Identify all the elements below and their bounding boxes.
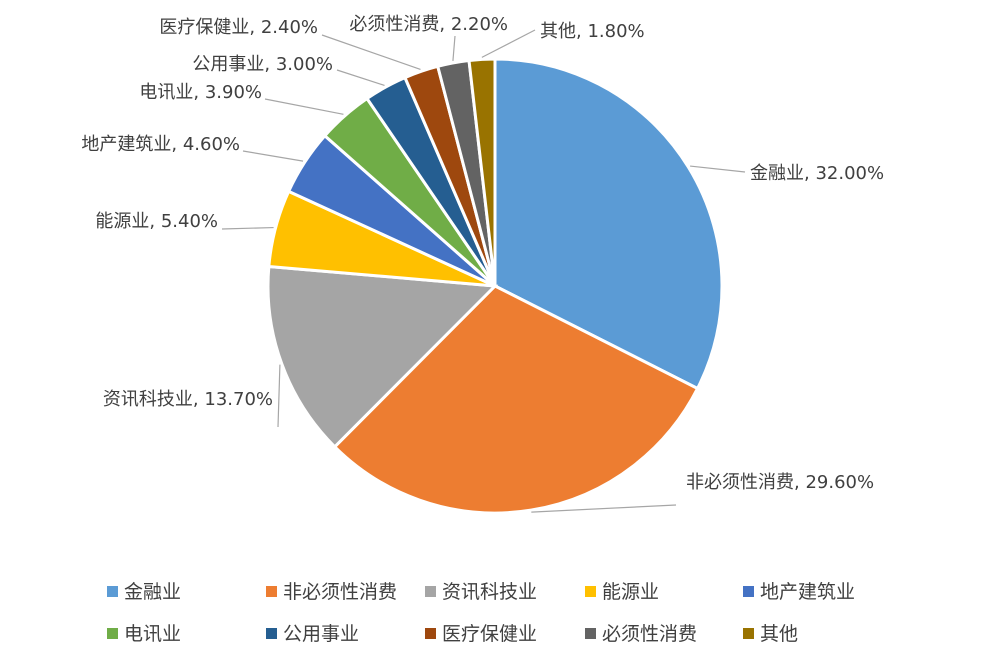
pie-slice-2 [332,284,700,515]
legend-swatch [425,628,436,639]
legend-swatch [266,586,277,597]
legend-item: 公用事业 [266,623,359,645]
legend-item: 地产建筑业 [743,581,855,603]
data-label-3: 资讯科技业, 13.70% [103,389,273,410]
leader-line-9 [452,35,456,61]
data-label-5: 地产建筑业, 4.60% [81,134,240,155]
legend-label: 电讯业 [124,623,181,645]
legend-item: 资讯科技业 [425,581,537,603]
legend-item: 能源业 [585,581,659,603]
data-label-4: 能源业, 5.40% [95,211,218,232]
legend-label: 公用事业 [283,623,359,645]
leader-line-6 [264,98,344,115]
legend-item: 其他 [743,623,798,645]
leader-line-5 [242,150,304,162]
data-labels-layer: 金融业, 32.00% 非必须性消费, 29.60% 资讯科技业, 13.70% 能源… [81,14,884,493]
legend-label: 其他 [760,623,798,645]
legend-swatch [743,628,754,639]
legend-swatch [743,586,754,597]
legend-swatch [585,628,596,639]
legend-swatch [107,586,118,597]
pie-slice-10 [467,57,497,287]
data-label-10: 其他, 1.80% [540,21,645,42]
legend-label: 金融业 [124,581,181,603]
data-label-2: 非必须性消费, 29.60% [686,472,874,493]
leader-line-3 [277,364,281,428]
legend-swatch [107,628,118,639]
leader-line-4 [221,226,274,230]
leader-line-10 [481,29,536,58]
slices-layer [266,57,724,515]
leader-lines-layer [221,29,746,513]
leader-line-2 [531,504,677,513]
legend-item: 必须性消费 [585,623,697,645]
legend-swatch [585,586,596,597]
legend-swatch [266,628,277,639]
legend-label: 必须性消费 [602,623,697,645]
leader-line-1 [690,165,746,173]
leader-line-8 [321,34,421,71]
legend-item: 金融业 [107,581,181,603]
data-label-8: 医疗保健业, 2.40% [159,17,318,38]
legend-item: 非必须性消费 [266,581,397,603]
legend-item: 电讯业 [107,623,181,645]
legend-label: 地产建筑业 [760,581,855,603]
pie-slice-3 [266,264,499,449]
legend-item: 医疗保健业 [425,623,537,645]
data-label-7: 公用事业, 3.00% [192,54,333,75]
legend-label: 非必须性消费 [283,581,397,603]
data-label-1: 金融业, 32.00% [750,163,884,184]
legend-label: 能源业 [602,581,659,603]
data-label-6: 电讯业, 3.90% [139,82,262,103]
legend-label: 资讯科技业 [442,581,537,603]
pie-slice-1 [493,57,724,391]
data-label-9: 必须性消费, 2.20% [349,14,508,35]
legend-swatch [425,586,436,597]
leader-line-7 [336,69,385,86]
legend-label: 医疗保健业 [442,623,537,645]
